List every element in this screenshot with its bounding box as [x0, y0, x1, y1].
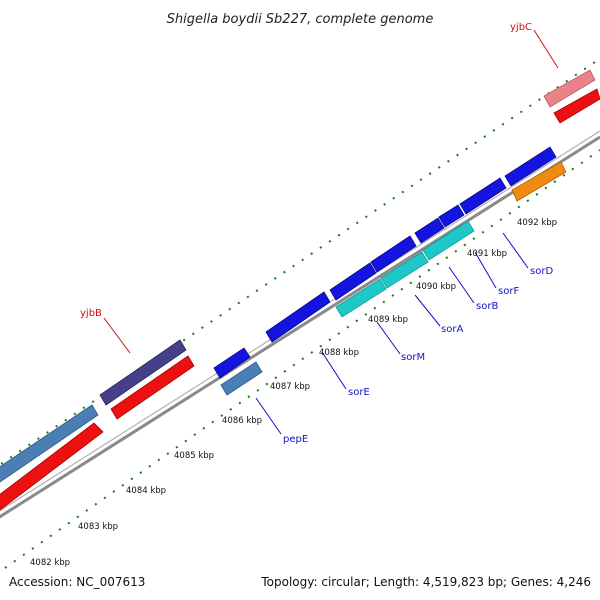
kbp-label-4088: 4088 kbp [319, 348, 359, 358]
inner-scale-line [4, 149, 600, 569]
feature-sorE[interactable] [265, 291, 331, 343]
kbp-label-4087: 4087 kbp [270, 382, 310, 392]
leader-sorM [376, 321, 401, 355]
inner-scale-dots [4, 149, 600, 569]
label-yjbC[interactable]: yjbC [510, 22, 532, 33]
label-sorE[interactable]: sorE [348, 387, 370, 398]
feature-sorF[interactable] [438, 204, 465, 228]
label-sorF[interactable]: sorF [498, 286, 519, 297]
genome-backbone [0, 130, 600, 519]
feature-sorD[interactable] [459, 177, 507, 215]
feature-orange[interactable] [511, 161, 567, 202]
kbp-label-4086: 4086 kbp [222, 416, 262, 426]
leader-yjbB [103, 317, 131, 354]
leader-pepE [255, 397, 282, 435]
leader-yjbC [533, 29, 559, 69]
feature-cyan-3[interactable] [422, 220, 475, 261]
kbp-label-4089: 4089 kbp [368, 315, 408, 325]
scale-labels: 4082 kbp 4083 kbp 4084 kbp 4085 kbp 4086… [30, 218, 557, 568]
feature-cyan-2[interactable] [380, 251, 429, 289]
leader-sorF [474, 251, 497, 289]
feature-sorA[interactable] [370, 235, 417, 273]
label-sorD[interactable]: sorD [530, 266, 553, 277]
gene-leaders [103, 29, 559, 435]
feature-sorB[interactable] [414, 217, 445, 244]
accession-label: Accession: NC_007613 [9, 575, 145, 589]
leader-sorB [448, 266, 475, 304]
outer-track [0, 69, 600, 511]
feature-pepE[interactable] [220, 361, 263, 396]
label-pepE[interactable]: pepE [283, 434, 308, 445]
feature-pepE-upper[interactable] [213, 347, 251, 379]
map-title: Shigella boydii Sb227, complete genome [167, 12, 434, 27]
kbp-label-4085: 4085 kbp [174, 451, 214, 461]
feature-yjbB[interactable] [99, 339, 187, 406]
feature-outer-red[interactable] [0, 422, 104, 511]
feature-cyan-1[interactable] [335, 278, 387, 318]
outer-scale-line [0, 61, 596, 466]
outer-scale-dots [0, 61, 596, 466]
leader-sorA [414, 294, 441, 327]
kbp-label-4083: 4083 kbp [78, 522, 118, 532]
label-yjbB[interactable]: yjbB [80, 308, 102, 319]
feature-sorM[interactable] [329, 262, 377, 301]
inner-track [213, 146, 567, 396]
feature-yjbC-red[interactable] [553, 88, 600, 124]
feature-blue-topright[interactable] [504, 146, 557, 187]
label-sorA[interactable]: sorA [441, 324, 463, 335]
kbp-label-4084: 4084 kbp [126, 486, 166, 496]
gene-labels: yjbC yjbB pepE sorE sorM sorA sorB sorF … [80, 22, 553, 445]
backbone-line-outer [0, 135, 600, 519]
kbp-label-4090: 4090 kbp [416, 282, 456, 292]
feature-yjbB-red[interactable] [110, 355, 195, 420]
genome-summary: Topology: circular; Length: 4,519,823 bp… [260, 575, 591, 589]
feature-outer-steelblue[interactable] [0, 404, 99, 483]
leader-sorE [321, 351, 347, 390]
kbp-label-4082: 4082 kbp [30, 558, 70, 568]
leader-sorD [502, 232, 529, 269]
kbp-label-4091: 4091 kbp [467, 249, 507, 259]
feature-yjbC[interactable] [543, 69, 596, 108]
label-sorM[interactable]: sorM [401, 352, 425, 363]
kbp-label-4092: 4092 kbp [517, 218, 557, 228]
label-sorB[interactable]: sorB [476, 301, 498, 312]
